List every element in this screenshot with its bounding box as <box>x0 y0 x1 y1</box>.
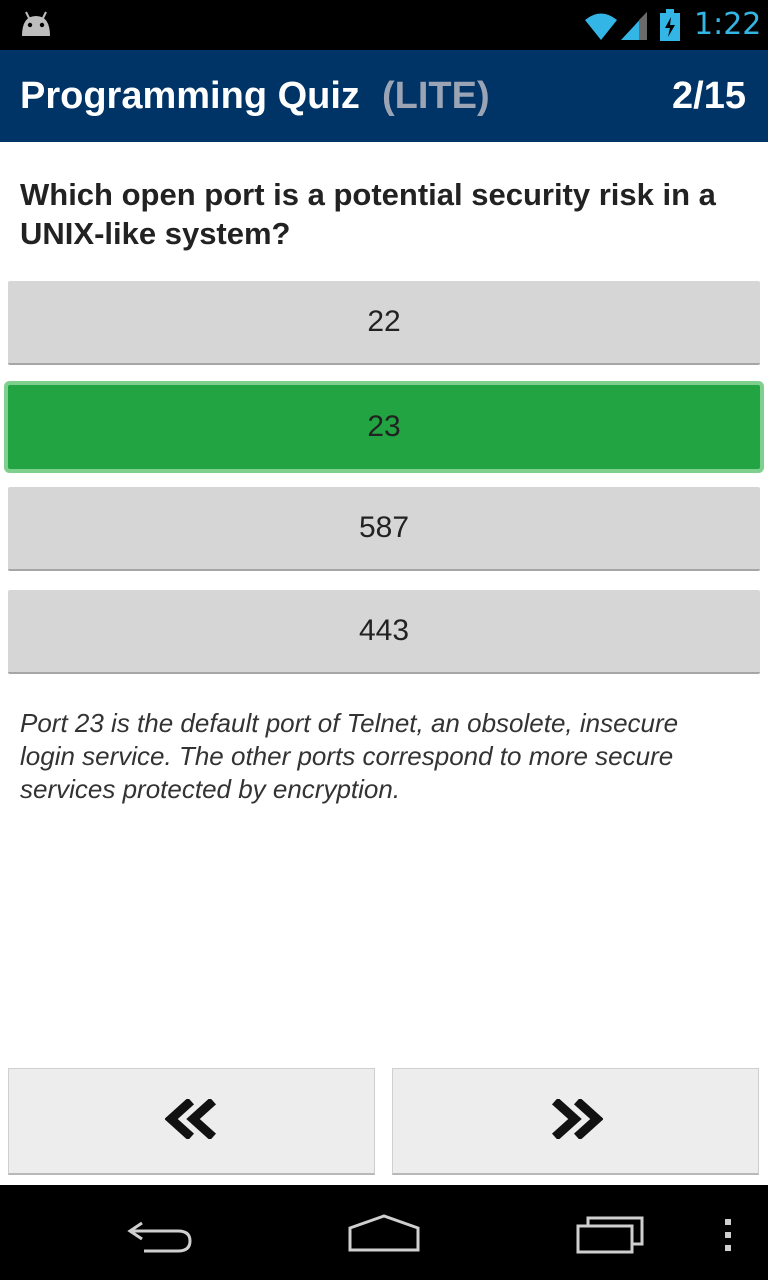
answer-option[interactable]: 587 <box>8 487 760 571</box>
status-time: 1:22 <box>694 7 762 42</box>
double-chevron-left-icon <box>163 1097 219 1144</box>
back-icon[interactable] <box>124 1215 196 1260</box>
previous-question-button[interactable] <box>8 1068 375 1175</box>
status-bar: 1:22 <box>0 0 768 50</box>
home-icon[interactable] <box>346 1214 422 1259</box>
answer-option[interactable]: 443 <box>8 590 760 674</box>
app-tag-lite: (LITE) <box>382 75 490 117</box>
answer-label: 587 <box>358 511 410 544</box>
answer-option-correct[interactable]: 23 <box>8 385 760 469</box>
answer-label: 22 <box>367 305 401 338</box>
cell-signal-icon <box>619 11 649 46</box>
question-text: Which open port is a potential security … <box>20 177 716 251</box>
answer-label: 23 <box>367 410 401 443</box>
app-header: Programming Quiz (LITE) 2/15 <box>0 50 768 142</box>
android-icon <box>18 10 54 43</box>
battery-charging-icon <box>659 9 681 46</box>
double-chevron-right-icon <box>549 1097 604 1144</box>
answer-explanation: Port 23 is the default port of Telnet, a… <box>20 708 679 804</box>
system-navigation-bar <box>0 1185 768 1280</box>
wifi-icon <box>584 11 618 46</box>
answer-label: 443 <box>358 614 410 647</box>
question-progress: 2/15 <box>672 75 746 117</box>
next-question-button[interactable] <box>392 1068 759 1175</box>
app-title: Programming Quiz <box>20 75 360 117</box>
answer-option[interactable]: 22 <box>8 281 760 365</box>
overflow-menu-icon[interactable] <box>722 1217 734 1258</box>
recent-apps-icon[interactable] <box>574 1215 646 1260</box>
